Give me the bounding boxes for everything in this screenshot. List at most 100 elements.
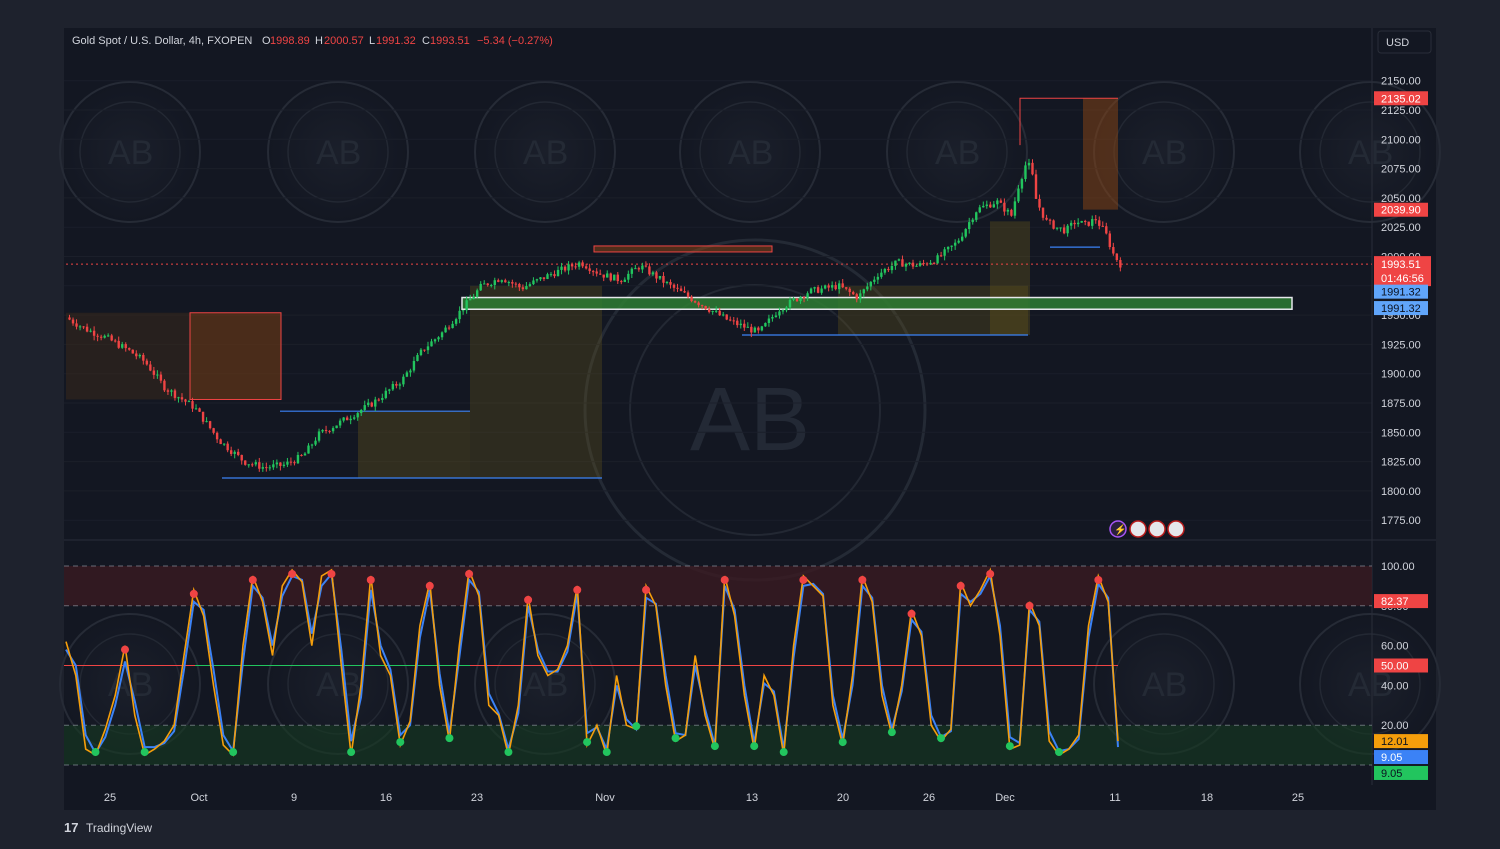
candle-body [1087, 221, 1090, 226]
candle-body [356, 413, 359, 418]
candle-body [335, 425, 338, 429]
sell-signal-dot [120, 645, 129, 654]
candle-body [908, 262, 911, 265]
candle-body [1062, 227, 1066, 234]
candle-body [975, 212, 978, 220]
us-flag-event-icon[interactable] [1129, 520, 1147, 538]
candle-body [279, 462, 282, 466]
candle-body [922, 263, 925, 265]
candle-body [563, 266, 567, 271]
candle-body [296, 454, 300, 464]
candle-body [1031, 162, 1034, 175]
candle-body [1105, 226, 1108, 234]
candle-body [982, 205, 985, 208]
countdown-text: 01:46:56 [1381, 273, 1424, 285]
candle-body [739, 323, 742, 326]
buy-signal-dot [750, 742, 759, 751]
watermark-big-inner-icon [629, 284, 881, 536]
tradingview-logo[interactable]: 17 TradingView [64, 820, 152, 835]
candle-body [219, 439, 222, 445]
watermark-inner-ring-icon [79, 101, 181, 203]
candle-body [110, 335, 113, 341]
candle-body [581, 262, 584, 267]
time-tick-label: 20 [837, 792, 849, 804]
watermark-inner-ring-icon [1319, 101, 1421, 203]
watermark-letters: AB [1142, 134, 1187, 172]
event-icons[interactable]: ⚡ [1109, 520, 1185, 538]
candle-body [272, 464, 275, 468]
us-flag-event-icon[interactable] [1167, 520, 1185, 538]
time-tick-label: Dec [995, 792, 1015, 804]
close-label: C [422, 35, 430, 47]
change-value: −5.34 (−0.27%) [477, 35, 553, 47]
candle-body [932, 262, 936, 264]
price-badge [1374, 734, 1428, 749]
price-tick-label: 1800.00 [1381, 486, 1421, 498]
candle-body [187, 401, 191, 403]
candle-body [360, 409, 363, 414]
price-badge-text: 1991.32 [1381, 287, 1421, 299]
candle-body [595, 271, 598, 274]
candle-body [345, 417, 349, 421]
candle-body [785, 307, 788, 311]
candle-body [606, 273, 609, 278]
candle-body [444, 327, 447, 333]
candle-body [388, 389, 391, 391]
candle-body [690, 296, 693, 302]
candle-body [714, 310, 718, 312]
current-price-text: 1993.51 [1381, 259, 1421, 271]
us-flag-event-icon[interactable] [1148, 520, 1166, 538]
candle-body [584, 266, 588, 269]
candle-body [535, 279, 539, 281]
price-badge [1374, 594, 1428, 609]
open-label: O [262, 35, 271, 47]
candle-body [679, 288, 683, 292]
currency-button[interactable]: USD [1377, 30, 1432, 54]
candle-body [620, 281, 623, 283]
buy-signal-dot [445, 734, 454, 743]
candle-body [258, 462, 261, 469]
candle-body [686, 292, 690, 297]
candle-body [736, 320, 739, 326]
candle-body [904, 264, 908, 267]
candle-body [634, 268, 637, 270]
candle-body [1066, 225, 1069, 234]
candle-body [117, 340, 120, 348]
lightning-event-icon[interactable] [1109, 520, 1127, 538]
resistance-line [1019, 97, 1118, 146]
zones [66, 97, 1372, 479]
buy-signal-dot [937, 734, 946, 743]
candle-body [841, 283, 844, 288]
candle-body [222, 443, 226, 445]
candle-body [623, 279, 627, 282]
candle-body [588, 268, 591, 272]
candle-body [693, 301, 697, 303]
candle-body [669, 282, 672, 285]
grid [64, 28, 1436, 785]
low-value: 1991.32 [376, 35, 416, 47]
axes: 2150.002125.002100.002075.002050.002025.… [104, 76, 1431, 804]
candle-body [553, 274, 556, 277]
buy-signal-dot [1055, 748, 1064, 757]
price-tick-label: 1850.00 [1381, 427, 1421, 439]
candle-body [809, 288, 813, 294]
candle-body [613, 274, 616, 281]
candle-body [946, 246, 950, 250]
watermark-letters: AB [1142, 666, 1187, 704]
candle-body [391, 384, 395, 390]
candle-body [570, 264, 574, 267]
candle-body [953, 242, 957, 246]
candle-body [398, 384, 402, 386]
candle-body [918, 263, 922, 266]
sell-signal-dot [465, 569, 474, 578]
candle-body [627, 273, 630, 280]
buy-signal-dot [347, 748, 356, 757]
candle-body [451, 323, 454, 329]
candle-body [402, 376, 405, 385]
candle-body [244, 460, 247, 465]
candle-body [135, 353, 138, 357]
candle-body [845, 287, 848, 289]
candle-body [138, 354, 142, 357]
candle-body [170, 390, 173, 392]
